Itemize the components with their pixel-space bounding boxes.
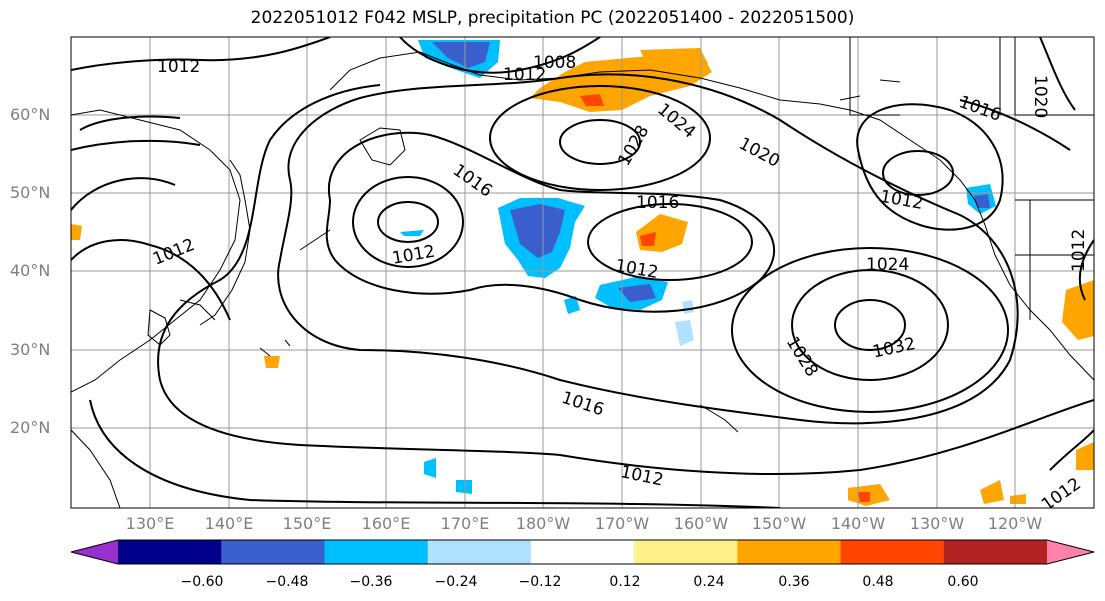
lat-label-40n: 40°N bbox=[10, 261, 51, 280]
colorbar-tick-label: −0.36 bbox=[349, 574, 393, 590]
lon-label: 180°W bbox=[515, 514, 571, 533]
lon-label: 140°E bbox=[204, 514, 254, 533]
contour-label: 1016 bbox=[636, 193, 679, 213]
mslp-contours bbox=[71, 37, 1094, 508]
lat-label-50n: 50°N bbox=[10, 183, 51, 202]
lat-label-60n: 60°N bbox=[10, 105, 51, 124]
lon-label: 150°W bbox=[751, 514, 807, 533]
map-border bbox=[70, 36, 1095, 509]
colorbar-box bbox=[840, 540, 945, 564]
colorbar-tick-label: −0.60 bbox=[180, 574, 224, 590]
lat-label-20n: 20°N bbox=[10, 418, 51, 437]
contour-label: 1008 bbox=[533, 53, 576, 73]
colorbar-extend-low bbox=[71, 540, 118, 564]
contour-label: 1012 bbox=[503, 65, 546, 85]
colorbar-tick-label: −0.48 bbox=[265, 574, 309, 590]
colorbar-tick-label: 0.36 bbox=[778, 574, 810, 590]
coastlines bbox=[71, 37, 1094, 508]
lat-label-30n: 30°N bbox=[10, 340, 51, 359]
lon-label: 140°W bbox=[830, 514, 886, 533]
colorbar-box bbox=[427, 540, 532, 564]
contour-label: 1024 bbox=[866, 255, 909, 275]
colorbar-box bbox=[737, 540, 842, 564]
colorbar-extend-high bbox=[1047, 540, 1094, 564]
map-title: 2022051012 F042 MSLP, precipitation PC (… bbox=[250, 8, 855, 28]
colorbar-tick-label: 0.60 bbox=[947, 574, 979, 590]
lon-label: 150°E bbox=[282, 514, 332, 533]
contour-label: 1012 bbox=[157, 57, 200, 77]
lon-label: 130°E bbox=[125, 514, 175, 533]
lon-label: 160°E bbox=[361, 514, 411, 533]
contour-label: 1020 bbox=[1030, 75, 1050, 118]
lon-label: 160°W bbox=[673, 514, 729, 533]
colorbar bbox=[70, 539, 1095, 565]
lon-label: 170°W bbox=[594, 514, 650, 533]
colorbar-box bbox=[118, 540, 222, 564]
colorbar-boxes bbox=[118, 540, 1048, 564]
colorbar-tick-label: −0.12 bbox=[518, 574, 562, 590]
colorbar-box bbox=[221, 540, 325, 564]
lat-lon-grid bbox=[71, 37, 1094, 508]
colorbar-tick-label: 0.24 bbox=[693, 574, 725, 590]
colorbar-tick-label: 0.12 bbox=[609, 574, 641, 590]
lon-label: 130°W bbox=[909, 514, 965, 533]
colorbar-tick-label: 0.48 bbox=[862, 574, 894, 590]
colorbar-tick-label: −0.24 bbox=[434, 574, 478, 590]
lon-label: 170°E bbox=[440, 514, 490, 533]
colorbar-box bbox=[530, 540, 635, 564]
colorbar-box bbox=[634, 540, 738, 564]
colorbar-box bbox=[943, 540, 1048, 564]
precip-shading bbox=[71, 40, 1094, 506]
colorbar-box bbox=[324, 540, 429, 564]
contour-label: 1012 bbox=[1069, 229, 1089, 272]
lon-label: 120°W bbox=[987, 514, 1043, 533]
